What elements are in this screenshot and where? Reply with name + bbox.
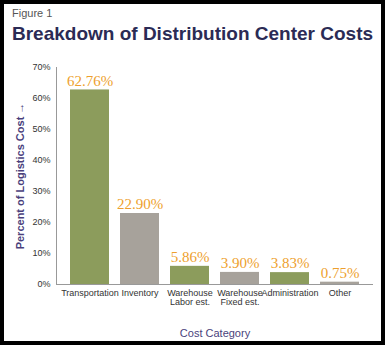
svg-text:0.75%: 0.75% [321,265,360,281]
svg-text:22.90%: 22.90% [117,196,163,212]
svg-text:WarehouseFixed est.: WarehouseFixed est. [217,288,263,307]
svg-text:Inventory: Inventory [121,288,159,298]
svg-text:0%: 0% [37,279,50,289]
svg-text:60%: 60% [32,93,50,103]
svg-text:40%: 40% [32,155,50,165]
svg-text:3.83%: 3.83% [271,255,310,271]
svg-text:Other: Other [329,288,352,298]
svg-text:30%: 30% [32,186,50,196]
svg-text:70%: 70% [32,62,50,72]
html-text:Figure 1: Figure 1 [12,7,53,19]
svg-text:62.76%: 62.76% [67,73,113,89]
svg-text:Transportation: Transportation [61,288,119,298]
svg-text:20%: 20% [32,217,50,227]
svg-text:3.90%: 3.90% [221,255,260,271]
svg-text:5.86%: 5.86% [171,249,210,265]
svg-text:Cost Category: Cost Category [180,327,251,339]
svg-text:Administration: Administration [261,288,318,298]
html-text:Breakdown of Distribution Cent: Breakdown of Distribution Center Costs [12,23,373,44]
svg-text:10%: 10% [32,248,50,258]
svg-text:50%: 50% [32,124,50,134]
svg-text:WarehouseLabor est.: WarehouseLabor est. [167,288,213,307]
svg-text:Percent of Logistics Cost →: Percent of Logistics Cost → [14,103,26,250]
